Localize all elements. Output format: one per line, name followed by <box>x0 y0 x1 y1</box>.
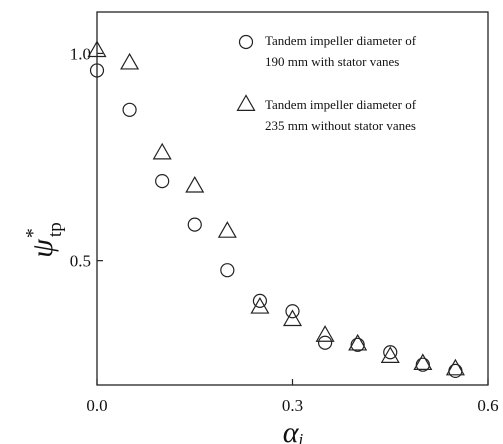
triangle-data-point <box>413 353 433 371</box>
x-tick-label: 0.3 <box>282 396 303 415</box>
triangle-data-point <box>315 325 335 342</box>
legend-label-line: Tandem impeller diameter of <box>265 33 417 48</box>
y-tick-label: 1.0 <box>70 44 91 63</box>
axis-titles: αi ψ*tp <box>22 222 304 444</box>
triangle-data-point <box>152 142 172 160</box>
circle-data-point <box>317 335 333 350</box>
x-axis-title: αi <box>283 416 304 444</box>
x-axis-ticks: 0.0 0.3 0.6 <box>86 379 499 415</box>
circle-data-point <box>285 304 300 319</box>
legend: Tandem impeller diameter of 190 mm with s… <box>236 33 417 133</box>
circle-data-point <box>415 357 430 372</box>
triangle-data-point <box>445 358 465 376</box>
circle-data-point <box>89 63 105 78</box>
x-tick-label: 0.6 <box>477 396 498 415</box>
y-axis-title: ψ*tp <box>22 222 66 257</box>
legend-label-line: 190 mm with stator vanes <box>265 54 399 69</box>
legend-circle-marker <box>238 34 254 50</box>
triangle-data-point <box>380 346 400 363</box>
circle-data-point <box>383 345 398 360</box>
y-tick-label: 0.5 <box>70 252 91 271</box>
triangle-data-point <box>120 52 140 70</box>
triangle-data-point <box>348 333 368 351</box>
circle-data-point <box>187 217 202 232</box>
legend-label-line: 235 mm without stator vanes <box>265 118 416 133</box>
circle-data-point <box>448 363 463 379</box>
triangle-data-point <box>250 296 270 314</box>
series-layer <box>87 40 465 379</box>
circle-data-point <box>155 173 170 189</box>
circle-data-point <box>350 337 365 352</box>
legend-label-line: Tandem impeller diameter of <box>265 97 417 112</box>
circle-data-point <box>252 293 268 308</box>
x-tick-label: 0.0 <box>86 396 107 415</box>
series-triangle <box>87 40 465 376</box>
triangle-data-point <box>217 221 237 238</box>
legend-triangle-marker <box>236 94 256 111</box>
triangle-data-point <box>185 175 205 193</box>
y-axis-ticks: 0.5 1.0 <box>70 44 103 271</box>
triangle-data-point <box>282 309 303 327</box>
circle-data-point <box>220 263 235 278</box>
circle-data-point <box>122 102 137 117</box>
legend-entry: Tandem impeller diameter of 235 mm withou… <box>236 94 417 133</box>
triangle-data-point <box>87 40 107 58</box>
legend-entry: Tandem impeller diameter of 190 mm with s… <box>238 33 417 69</box>
